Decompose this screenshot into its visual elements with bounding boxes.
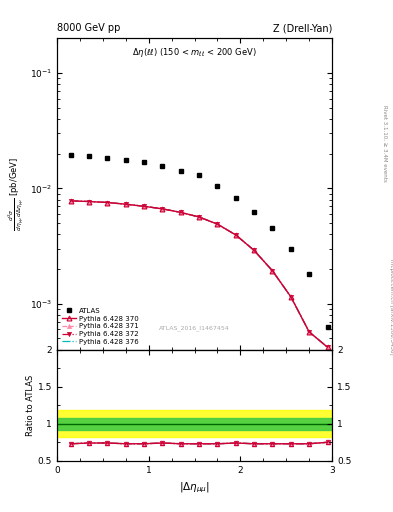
Line: ATLAS: ATLAS (68, 153, 330, 329)
Pythia 6.428 371 (288, 294, 293, 300)
Pythia 6.428 371 (325, 344, 330, 350)
Pythia 6.428 372 (105, 200, 110, 206)
Pythia 6.428 376 (307, 329, 312, 335)
ATLAS (233, 195, 238, 201)
Pythia 6.428 371 (105, 200, 110, 206)
Pythia 6.428 370 (233, 232, 238, 238)
Pythia 6.428 376 (87, 199, 92, 205)
ATLAS (215, 183, 220, 189)
Pythia 6.428 370 (325, 344, 330, 350)
Pythia 6.428 371 (68, 198, 73, 204)
Line: Pythia 6.428 370: Pythia 6.428 370 (68, 199, 330, 350)
Pythia 6.428 376 (288, 294, 293, 300)
Text: Z (Drell-Yan): Z (Drell-Yan) (273, 23, 332, 33)
ATLAS (252, 209, 257, 216)
Bar (57, 418, 332, 430)
Pythia 6.428 370 (215, 221, 220, 227)
ATLAS (270, 225, 275, 231)
ATLAS (142, 159, 147, 165)
Pythia 6.428 372 (142, 203, 147, 209)
X-axis label: $|\Delta\eta_{\mu\mu}|$: $|\Delta\eta_{\mu\mu}|$ (179, 480, 210, 495)
Pythia 6.428 372 (288, 294, 293, 300)
Pythia 6.428 370 (197, 214, 202, 220)
Pythia 6.428 372 (233, 232, 238, 238)
Pythia 6.428 376 (270, 268, 275, 274)
Pythia 6.428 371 (123, 201, 128, 207)
Pythia 6.428 371 (142, 203, 147, 209)
ATLAS (160, 162, 165, 168)
Pythia 6.428 370 (68, 198, 73, 204)
Pythia 6.428 370 (288, 294, 293, 300)
Pythia 6.428 370 (252, 247, 257, 253)
ATLAS (325, 324, 330, 330)
Pythia 6.428 370 (87, 199, 92, 205)
Pythia 6.428 376 (123, 201, 128, 207)
Line: Pythia 6.428 371: Pythia 6.428 371 (69, 199, 330, 349)
Text: mcplots.cern.ch [arXiv:1306.3436]: mcplots.cern.ch [arXiv:1306.3436] (389, 260, 393, 355)
Pythia 6.428 372 (252, 247, 257, 253)
Pythia 6.428 376 (105, 200, 110, 206)
Text: 8000 GeV pp: 8000 GeV pp (57, 23, 120, 33)
Pythia 6.428 371 (160, 206, 165, 212)
Pythia 6.428 372 (307, 329, 312, 335)
Pythia 6.428 372 (123, 201, 128, 207)
ATLAS (307, 271, 312, 278)
ATLAS (178, 167, 183, 174)
Pythia 6.428 372 (87, 199, 92, 205)
Pythia 6.428 371 (87, 199, 92, 205)
ATLAS (123, 157, 128, 163)
Pythia 6.428 370 (123, 201, 128, 207)
ATLAS (288, 246, 293, 252)
Pythia 6.428 372 (178, 209, 183, 216)
Pythia 6.428 376 (215, 221, 220, 227)
Pythia 6.428 372 (197, 214, 202, 220)
Pythia 6.428 370 (160, 206, 165, 212)
Text: ATLAS_2016_I1467454: ATLAS_2016_I1467454 (159, 325, 230, 331)
Y-axis label: Ratio to ATLAS: Ratio to ATLAS (26, 375, 35, 436)
Pythia 6.428 376 (252, 247, 257, 253)
Pythia 6.428 370 (105, 200, 110, 206)
Line: Pythia 6.428 376: Pythia 6.428 376 (71, 201, 327, 347)
Pythia 6.428 376 (160, 206, 165, 212)
Pythia 6.428 371 (307, 329, 312, 335)
ATLAS (197, 172, 202, 178)
Pythia 6.428 371 (178, 209, 183, 216)
Pythia 6.428 371 (197, 214, 202, 220)
Line: Pythia 6.428 372: Pythia 6.428 372 (69, 199, 330, 349)
Pythia 6.428 371 (252, 247, 257, 253)
Pythia 6.428 371 (233, 232, 238, 238)
Pythia 6.428 372 (215, 221, 220, 227)
Pythia 6.428 371 (215, 221, 220, 227)
Text: $\Delta\eta(\ell\ell)$ (150 < $m_{\ell\ell}$ < 200 GeV): $\Delta\eta(\ell\ell)$ (150 < $m_{\ell\e… (132, 46, 257, 59)
Legend: ATLAS, Pythia 6.428 370, Pythia 6.428 371, Pythia 6.428 372, Pythia 6.428 376: ATLAS, Pythia 6.428 370, Pythia 6.428 37… (61, 307, 140, 346)
ATLAS (68, 152, 73, 158)
Pythia 6.428 372 (68, 198, 73, 204)
Text: Rivet 3.1.10, ≥ 3.4M events: Rivet 3.1.10, ≥ 3.4M events (383, 105, 387, 182)
Pythia 6.428 376 (178, 209, 183, 216)
Pythia 6.428 372 (325, 344, 330, 350)
Bar (57, 411, 332, 437)
Pythia 6.428 370 (142, 203, 147, 209)
Pythia 6.428 372 (270, 268, 275, 274)
Pythia 6.428 376 (142, 203, 147, 209)
ATLAS (87, 153, 92, 159)
Pythia 6.428 371 (270, 268, 275, 274)
ATLAS (105, 155, 110, 161)
Pythia 6.428 370 (270, 268, 275, 274)
Pythia 6.428 376 (197, 214, 202, 220)
Pythia 6.428 376 (68, 198, 73, 204)
Pythia 6.428 370 (307, 329, 312, 335)
Pythia 6.428 370 (178, 209, 183, 216)
Pythia 6.428 376 (325, 344, 330, 350)
Pythia 6.428 376 (233, 232, 238, 238)
Y-axis label: $\frac{d^2\sigma}{d\,\eta_{\mu\mu}\,d\Delta\eta_{\mu\mu}}$ [pb/GeV]: $\frac{d^2\sigma}{d\,\eta_{\mu\mu}\,d\De… (6, 157, 26, 231)
Pythia 6.428 372 (160, 206, 165, 212)
